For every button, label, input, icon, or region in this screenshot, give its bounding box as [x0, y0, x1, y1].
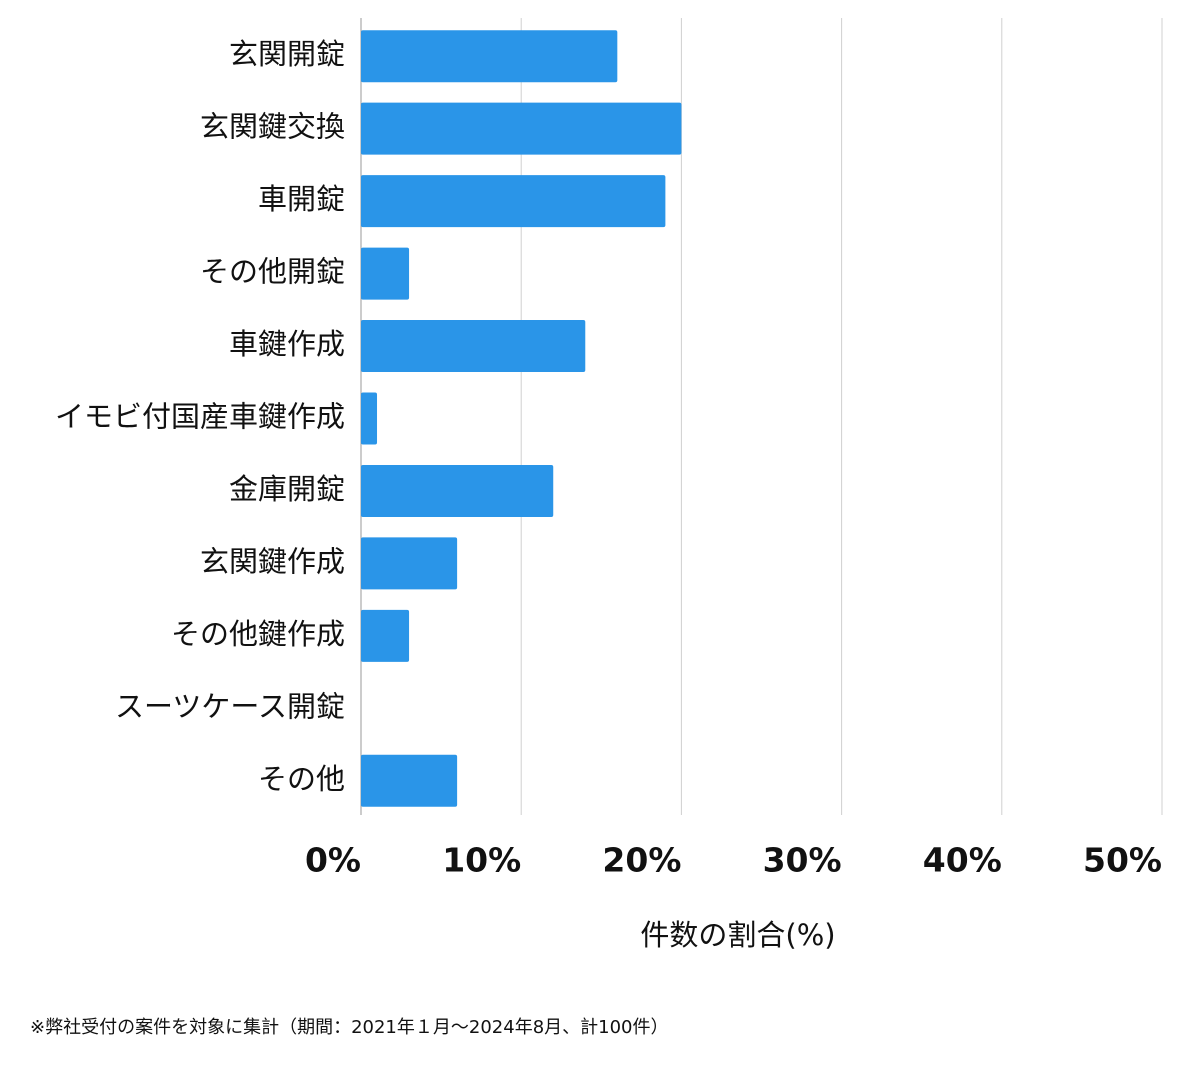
bar: [361, 392, 378, 445]
bar: [361, 537, 458, 590]
x-tick-label: 10%: [442, 841, 521, 880]
bar: [361, 175, 666, 228]
bar: [361, 247, 410, 300]
bar: [361, 754, 458, 807]
y-tick-label: 車開錠: [258, 182, 345, 216]
y-tick-label: 玄関開錠: [229, 37, 345, 71]
x-tick-label: 0%: [305, 841, 361, 880]
x-tick-label: 30%: [763, 841, 842, 880]
y-tick-label: その他: [258, 762, 345, 796]
x-tick-label: 40%: [923, 841, 1002, 880]
footnote: ※弊社受付の案件を対象に集計（期間：2021年１月〜2024年8月、計100件）: [30, 1017, 669, 1038]
x-axis-label: 件数の割合(%): [640, 918, 835, 952]
y-tick-label: その他鍵作成: [171, 617, 345, 651]
y-tick-label: イモビ付国産車鍵作成: [55, 400, 345, 434]
bar: [361, 30, 618, 83]
bar: [361, 102, 682, 155]
bar: [361, 609, 410, 662]
y-tick-label: 金庫開錠: [229, 472, 345, 506]
x-tick-label: 50%: [1083, 841, 1162, 880]
y-tick-label: 車鍵作成: [229, 327, 345, 361]
y-tick-label: スーツケース開錠: [115, 689, 345, 723]
y-tick-label: 玄関鍵交換: [200, 110, 345, 144]
bar: [361, 464, 554, 517]
y-tick-label: その他開錠: [200, 255, 345, 289]
x-tick-label: 20%: [602, 841, 681, 880]
y-tick-label: 玄関鍵作成: [200, 544, 345, 578]
bar: [361, 320, 586, 373]
